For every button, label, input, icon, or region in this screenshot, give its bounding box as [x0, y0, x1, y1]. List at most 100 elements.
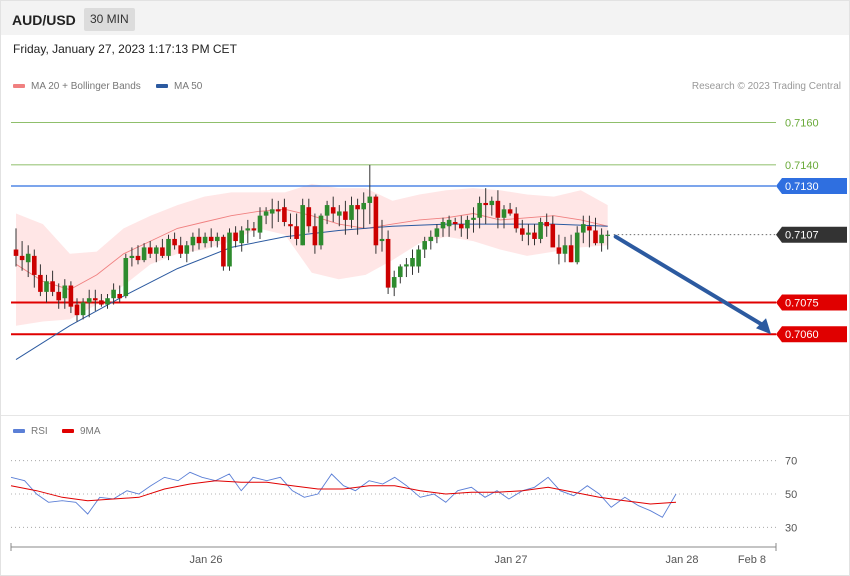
- candle-body-13: [93, 298, 98, 301]
- legend-ma20-swatch: [13, 84, 25, 89]
- panel-divider: [1, 415, 849, 416]
- candle-body-92: [574, 232, 580, 263]
- candle-body-12: [86, 298, 92, 303]
- candle-body-67: [422, 241, 427, 250]
- legend-9ma: 9MA: [62, 426, 101, 437]
- candle-body-94: [587, 226, 592, 231]
- x-tick-label-0: Jan 26: [189, 554, 222, 566]
- candle-body-90: [562, 245, 568, 254]
- datetime-label: Friday, January 27, 2023 1:17:13 PM CET: [13, 42, 237, 56]
- candle-body-62: [391, 277, 397, 288]
- symbol-label: AUD/USD: [12, 12, 76, 28]
- candle-body-63: [398, 266, 403, 278]
- candle-body-72: [452, 222, 458, 225]
- candle-body-26: [172, 238, 177, 246]
- x-tick-label-1: Jan 27: [494, 554, 527, 566]
- rsi-tick-50: 50: [785, 489, 797, 501]
- candle-body-69: [434, 228, 440, 237]
- candle-body-48: [306, 207, 312, 227]
- level-tag-0.7075: [776, 294, 847, 311]
- candle-body-24: [160, 247, 165, 256]
- candle-body-81: [507, 209, 513, 214]
- candle-body-82: [513, 213, 519, 229]
- legend-ma20-label: MA 20 + Bollinger Bands: [31, 81, 141, 92]
- candle-body-68: [428, 236, 434, 242]
- legend-rsi-label: RSI: [31, 426, 48, 437]
- candle-body-18: [123, 257, 129, 297]
- candle-body-27: [178, 245, 183, 254]
- candle-body-7: [56, 291, 61, 301]
- legend-9ma-label: 9MA: [80, 426, 101, 437]
- candle-body-42: [269, 209, 275, 214]
- candle-body-2: [25, 253, 31, 263]
- ma50-line: [15, 223, 608, 361]
- ma20-line: [15, 208, 608, 291]
- candle-body-87: [544, 222, 549, 227]
- level-label-0.7060: 0.7060: [785, 329, 819, 341]
- candle-body-80: [501, 209, 507, 218]
- candle-body-64: [404, 264, 409, 267]
- candle-body-45: [288, 224, 293, 227]
- candle-body-77: [483, 202, 488, 206]
- forecast-arrow-shaft: [613, 234, 765, 328]
- candle-body-33: [215, 236, 220, 242]
- candle-body-59: [373, 196, 379, 246]
- candle-body-41: [263, 211, 269, 216]
- candle-body-56: [355, 205, 360, 210]
- candle-body-55: [349, 205, 354, 220]
- candle-body-88: [550, 224, 556, 248]
- candle-body-61: [385, 238, 391, 288]
- level-tag-0.7107: [776, 226, 847, 243]
- rsi-series-9MA: [10, 480, 677, 505]
- candle-body-58: [367, 196, 373, 203]
- candle-body-46: [294, 226, 299, 239]
- legend-rsi-swatch: [13, 429, 25, 434]
- candle-body-52: [330, 207, 336, 214]
- candle-body-66: [416, 249, 421, 267]
- x-tick-label-2: Jan 28: [665, 554, 698, 566]
- candle-body-73: [459, 224, 464, 229]
- level-tag-0.7130: [776, 178, 847, 195]
- candle-body-49: [312, 226, 318, 246]
- candle-body-76: [477, 202, 482, 218]
- candle-body-39: [251, 228, 257, 231]
- candle-body-35: [227, 232, 232, 267]
- timeframe-badge[interactable]: 30 MIN: [84, 8, 135, 31]
- candle-body-34: [221, 236, 226, 267]
- candle-body-97: [605, 234, 610, 236]
- candle-body-50: [318, 215, 324, 246]
- candle-body-20: [135, 255, 141, 261]
- candle-body-37: [239, 230, 244, 244]
- forecast-arrow-head: [756, 318, 771, 335]
- candle-body-6: [50, 281, 55, 292]
- candle-body-15: [105, 298, 110, 305]
- legend-ma50-swatch: [156, 84, 168, 89]
- candle-body-23: [154, 247, 159, 254]
- candle-body-25: [166, 238, 171, 256]
- level-label-0.7075: 0.7075: [785, 297, 819, 309]
- candle-body-1: [19, 255, 25, 261]
- candle-body-53: [337, 211, 342, 216]
- candle-body-10: [74, 304, 80, 316]
- legend-9ma-swatch: [62, 429, 74, 434]
- level-label-0.7140: 0.7140: [785, 160, 819, 172]
- candle-body-84: [526, 232, 531, 235]
- candle-body-54: [343, 211, 348, 220]
- level-label-0.7107: 0.7107: [785, 230, 819, 242]
- candle-body-16: [111, 289, 116, 299]
- candle-body-4: [38, 274, 43, 292]
- legend-ma20: MA 20 + Bollinger Bands: [13, 81, 141, 92]
- candle-body-3: [32, 255, 37, 275]
- legend-rsi: RSI: [13, 426, 48, 437]
- rsi-series-RSI: [10, 471, 677, 518]
- candle-body-29: [190, 236, 196, 246]
- level-tag-0.7060: [776, 326, 847, 343]
- candle-body-28: [184, 245, 190, 254]
- candle-body-57: [361, 202, 366, 210]
- legend-ma50-label: MA 50: [174, 81, 203, 92]
- candle-body-31: [202, 236, 208, 244]
- candle-body-60: [379, 238, 385, 242]
- credit-label: Research © 2023 Trading Central: [691, 81, 841, 92]
- candle-body-17: [117, 293, 122, 299]
- candle-body-8: [62, 285, 68, 299]
